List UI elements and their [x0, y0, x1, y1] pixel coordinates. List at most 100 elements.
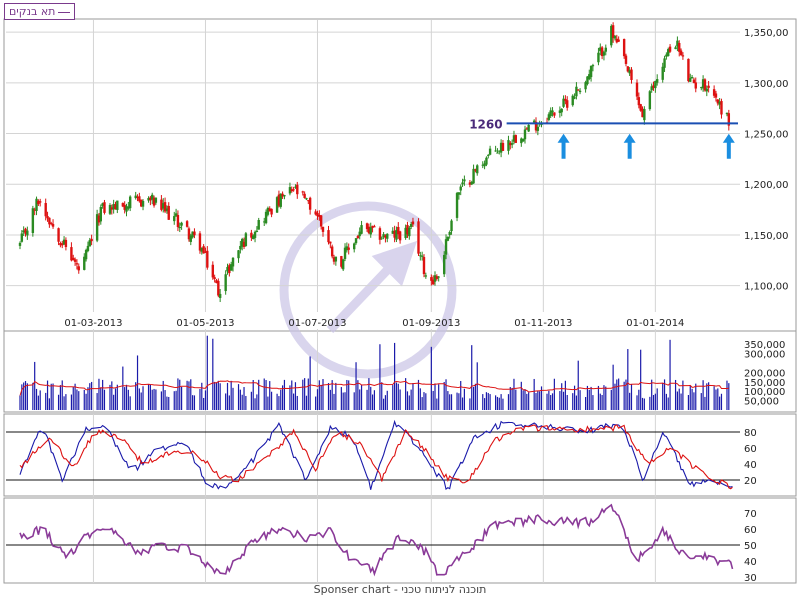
candle-body	[268, 208, 271, 212]
candle-body	[294, 186, 297, 188]
candle-body	[301, 191, 304, 193]
rsi-line-0	[19, 503, 734, 577]
candle-body	[318, 214, 321, 217]
candle-body	[468, 182, 472, 185]
candle-body	[712, 89, 716, 96]
candle-body	[173, 216, 176, 222]
candle-body	[114, 204, 117, 210]
candle-body	[463, 179, 466, 182]
candle-body	[534, 121, 538, 131]
candle-body	[305, 198, 308, 200]
candle-body	[687, 58, 690, 82]
candle-body	[347, 247, 350, 250]
candle-body	[134, 195, 137, 199]
candle-body	[455, 193, 459, 218]
candle-body	[275, 197, 279, 213]
candle-body	[263, 221, 266, 223]
arrow-up-icon	[557, 133, 570, 159]
candle-body	[398, 231, 402, 241]
candle-body	[73, 259, 77, 262]
candle-body	[255, 230, 259, 232]
candle-body	[178, 226, 181, 229]
price-y-tick-label-0: 1,100,00	[744, 282, 789, 293]
x-tick-label-1: 01-05-2013	[176, 318, 234, 329]
candle-body	[367, 226, 371, 234]
candle-body	[162, 203, 165, 209]
candle-body	[103, 202, 106, 213]
candle-body	[472, 168, 475, 184]
candle-body	[35, 198, 38, 211]
candle-body	[72, 257, 75, 261]
volume-y-tick-label-5: 350,000	[744, 340, 785, 351]
candle-body	[442, 254, 446, 275]
candle-body	[514, 135, 518, 143]
candle-body	[334, 256, 338, 262]
candle-body	[689, 78, 692, 82]
candle-body	[509, 142, 512, 146]
candle-body	[108, 205, 112, 214]
candle-body	[430, 277, 433, 281]
candle-body	[147, 198, 150, 201]
candle-body	[308, 197, 312, 210]
candle-body	[127, 206, 130, 209]
candle-body	[553, 112, 556, 116]
candle-body	[703, 79, 707, 91]
candle-body	[191, 231, 194, 238]
candle-body	[700, 87, 703, 89]
candle-body	[676, 40, 679, 47]
candle-body	[725, 112, 729, 115]
candle-body	[578, 90, 582, 93]
candle-body	[643, 109, 646, 121]
arrow-up-icon	[623, 133, 636, 159]
candle-body	[167, 205, 170, 220]
price-y-tick-label-1: 1,150,00	[744, 231, 789, 242]
stochastic-y-tick-label-2: 60	[744, 444, 757, 455]
candle-body	[215, 280, 218, 284]
candle-body	[187, 228, 191, 240]
candle-body	[628, 70, 631, 74]
x-tick-label-4: 01-11-2013	[514, 318, 572, 329]
price-y-tick-label-5: 1,350,00	[744, 28, 789, 39]
candle-body	[141, 200, 145, 207]
price-y-tick-label-3: 1,250,00	[744, 130, 789, 141]
candle-body	[123, 204, 126, 210]
candle-body	[121, 203, 125, 207]
candle-body	[31, 208, 35, 233]
candle-body	[95, 214, 99, 241]
candle-body	[101, 203, 104, 206]
candle-body	[391, 230, 394, 234]
candle-body	[257, 220, 260, 230]
candle-body	[564, 98, 567, 101]
price-y-tick-label-2: 1,200,00	[744, 180, 789, 191]
candle-body	[393, 230, 396, 238]
candle-body	[57, 228, 60, 242]
candle-body	[487, 154, 490, 156]
candle-body	[154, 197, 158, 203]
candle-body	[321, 226, 325, 232]
candle-body	[575, 86, 578, 97]
candle-body	[343, 247, 347, 259]
candle-body	[483, 163, 486, 167]
candle-body	[110, 207, 114, 210]
candle-body	[512, 135, 516, 142]
candle-body	[279, 193, 282, 207]
x-tick-label-2: 01-07-2013	[288, 318, 346, 329]
candle-body	[193, 231, 196, 236]
candle-body	[523, 129, 527, 140]
candle-body	[667, 49, 670, 57]
candle-body	[459, 186, 462, 191]
watermark-ring	[279, 201, 457, 379]
candle-body	[340, 256, 343, 267]
candle-body	[240, 238, 244, 247]
candle-body	[501, 142, 505, 151]
candle-body	[83, 256, 86, 270]
candle-body	[584, 82, 587, 90]
legend-label: תא בנקים	[9, 5, 56, 18]
candle-body	[62, 239, 66, 245]
candle-body	[433, 275, 437, 282]
candle-body	[690, 77, 694, 79]
volume-bars	[19, 335, 730, 410]
candle-body	[678, 42, 681, 52]
candle-body	[33, 209, 36, 211]
candle-body	[292, 189, 295, 191]
